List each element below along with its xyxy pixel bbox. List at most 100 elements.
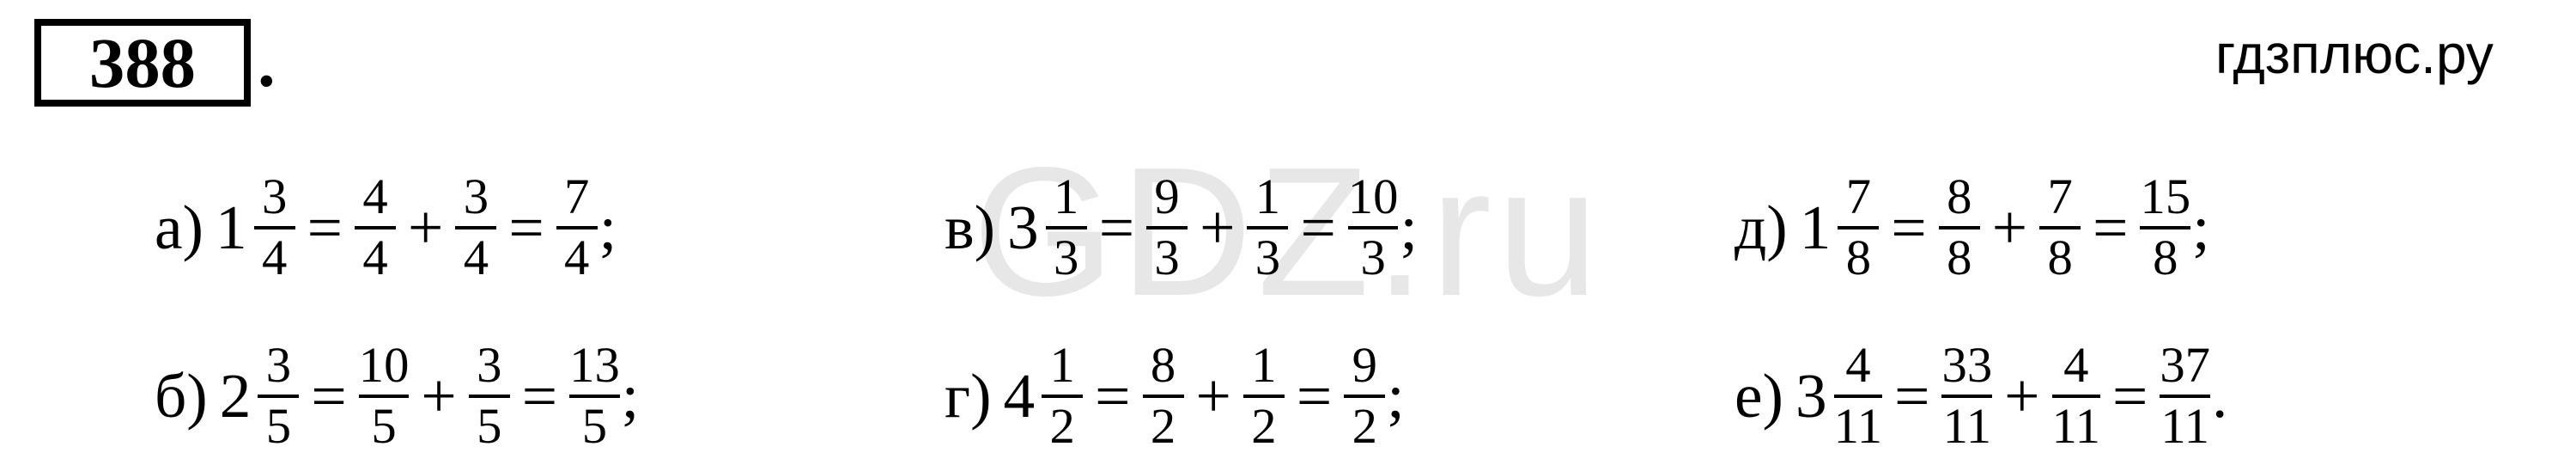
fraction-numerator: 4 bbox=[1845, 340, 1870, 391]
fraction-numerator: 10 bbox=[359, 340, 410, 391]
plus-sign: + bbox=[1992, 192, 2027, 264]
equals-sign: = bbox=[2112, 360, 2148, 432]
fraction-numerator: 1 bbox=[1255, 172, 1280, 223]
fraction-numerator: 9 bbox=[1352, 340, 1377, 391]
fraction: 92 bbox=[1344, 340, 1385, 451]
plus-sign: + bbox=[2004, 360, 2039, 432]
item-label: а) bbox=[155, 192, 204, 264]
fraction-numerator: 1 bbox=[1050, 340, 1075, 391]
item-label: г) bbox=[945, 360, 992, 432]
terminal-punct: ; bbox=[1400, 192, 1417, 264]
fraction-numerator: 8 bbox=[1151, 340, 1176, 391]
plus-sign: + bbox=[421, 360, 456, 432]
terminal-punct: . bbox=[2212, 360, 2227, 432]
equations-column: д)178=88+78=158;е)3411=3311+411=3711. bbox=[1735, 155, 2576, 465]
fraction-denominator: 3 bbox=[1054, 233, 1078, 284]
fraction-denominator: 11 bbox=[2052, 401, 2100, 452]
fraction-numerator: 10 bbox=[1348, 172, 1399, 223]
fraction: 103 bbox=[1348, 172, 1399, 283]
problem-number: 388 bbox=[89, 21, 196, 104]
equation-row: д)178=88+78=158; bbox=[1735, 155, 2576, 301]
fraction-denominator: 5 bbox=[266, 401, 291, 452]
equations-grid: а)134=44+34=74;б)235=105+35=135;в)313=93… bbox=[155, 155, 2576, 465]
fraction-numerator: 4 bbox=[362, 172, 387, 223]
mixed-whole: 4 bbox=[1004, 364, 1036, 427]
fraction-denominator: 3 bbox=[1255, 233, 1280, 284]
fraction: 3311 bbox=[1941, 340, 1992, 451]
fraction-denominator: 8 bbox=[1846, 233, 1871, 284]
equals-sign: = bbox=[1300, 192, 1335, 264]
fraction-numerator: 4 bbox=[2063, 340, 2088, 391]
equation-row: г)412=82+12=92; bbox=[945, 323, 1735, 465]
equation-row: б)235=105+35=135; bbox=[155, 323, 945, 465]
fraction-numerator: 9 bbox=[1154, 172, 1179, 223]
fraction-numerator: 7 bbox=[2047, 172, 2072, 223]
mixed-number: 134 bbox=[216, 172, 295, 283]
item-label: б) bbox=[155, 360, 208, 432]
fraction-denominator: 2 bbox=[1050, 401, 1075, 452]
equals-sign: = bbox=[508, 192, 544, 264]
fraction: 12 bbox=[1042, 340, 1083, 451]
fraction-denominator: 4 bbox=[262, 233, 287, 284]
fraction: 411 bbox=[1834, 340, 1882, 451]
fraction-numerator: 33 bbox=[1941, 340, 1992, 391]
fraction-numerator: 8 bbox=[1947, 172, 1971, 223]
mixed-number: 313 bbox=[1007, 172, 1087, 283]
equals-sign: = bbox=[1297, 360, 1332, 432]
fraction-numerator: 3 bbox=[262, 172, 287, 223]
terminal-punct: ; bbox=[1387, 360, 1404, 432]
equation-row: а)134=44+34=74; bbox=[155, 155, 945, 301]
fraction: 3711 bbox=[2160, 340, 2210, 451]
item-label: е) bbox=[1735, 360, 1783, 432]
fraction: 74 bbox=[556, 172, 598, 283]
fraction-numerator: 3 bbox=[477, 340, 501, 391]
plus-sign: + bbox=[1200, 192, 1235, 264]
terminal-punct: ; bbox=[622, 360, 639, 432]
fraction: 93 bbox=[1146, 172, 1188, 283]
fraction: 105 bbox=[359, 340, 410, 451]
equals-sign: = bbox=[2093, 192, 2128, 264]
mixed-whole: 2 bbox=[220, 364, 252, 427]
fraction: 34 bbox=[254, 172, 295, 283]
equals-sign: = bbox=[311, 360, 346, 432]
mixed-whole: 1 bbox=[216, 196, 247, 259]
fraction: 34 bbox=[455, 172, 496, 283]
equals-sign: = bbox=[1891, 192, 1926, 264]
problem-number-dot: . bbox=[258, 21, 276, 103]
fraction-denominator: 2 bbox=[1251, 401, 1276, 452]
fraction-numerator: 1 bbox=[1251, 340, 1276, 391]
fraction-denominator: 11 bbox=[2160, 401, 2208, 452]
fraction-denominator: 11 bbox=[1834, 401, 1882, 452]
fraction: 82 bbox=[1143, 340, 1184, 451]
fraction-numerator: 1 bbox=[1054, 172, 1078, 223]
fraction-denominator: 11 bbox=[1943, 401, 1991, 452]
fraction-denominator: 5 bbox=[477, 401, 501, 452]
fraction: 35 bbox=[258, 340, 299, 451]
fraction-numerator: 7 bbox=[1846, 172, 1871, 223]
fraction-denominator: 8 bbox=[2153, 233, 2178, 284]
equations-column: а)134=44+34=74;б)235=105+35=135; bbox=[155, 155, 945, 465]
fraction: 35 bbox=[469, 340, 510, 451]
mixed-number: 412 bbox=[1004, 340, 1084, 451]
fraction-denominator: 3 bbox=[1154, 233, 1179, 284]
fraction-denominator: 2 bbox=[1151, 401, 1176, 452]
equals-sign: = bbox=[1099, 192, 1134, 264]
equation-row: в)313=93+13=103; bbox=[945, 155, 1735, 301]
mixed-whole: 3 bbox=[1007, 196, 1039, 259]
equals-sign: = bbox=[1095, 360, 1130, 432]
item-label: в) bbox=[945, 192, 995, 264]
fraction-denominator: 2 bbox=[1352, 401, 1377, 452]
fraction-numerator: 3 bbox=[266, 340, 291, 391]
plus-sign: + bbox=[408, 192, 443, 264]
item-label: д) bbox=[1735, 192, 1788, 264]
mixed-number: 3411 bbox=[1795, 340, 1882, 451]
fraction: 13 bbox=[1046, 172, 1087, 283]
fraction-numerator: 13 bbox=[569, 340, 620, 391]
mixed-number: 235 bbox=[220, 340, 300, 451]
fraction-denominator: 5 bbox=[582, 401, 607, 452]
equals-sign: = bbox=[522, 360, 557, 432]
fraction-numerator: 15 bbox=[2140, 172, 2190, 223]
terminal-punct: ; bbox=[599, 192, 617, 264]
fraction-denominator: 8 bbox=[2047, 233, 2072, 284]
fraction: 13 bbox=[1247, 172, 1288, 283]
